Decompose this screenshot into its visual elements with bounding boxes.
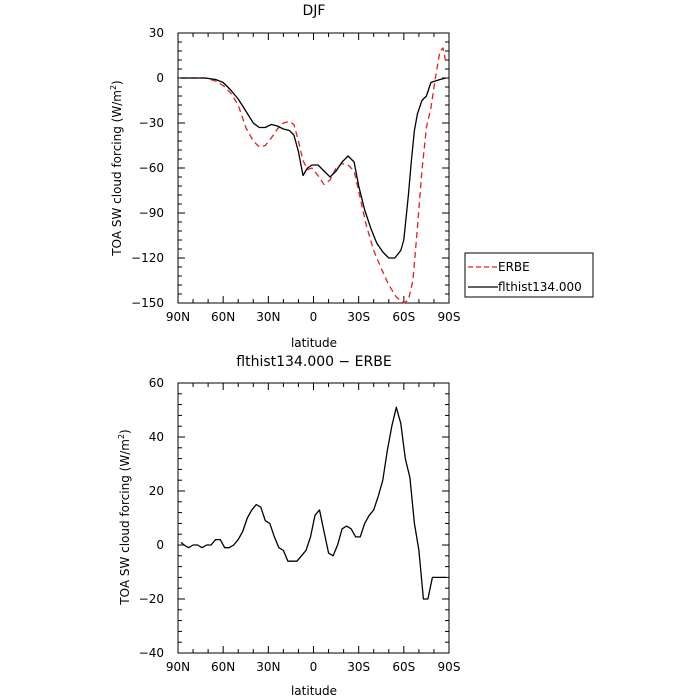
top-chart-x-tick-label: 30S: [347, 310, 370, 324]
top-chart-series-line-flthist134-000: [181, 77, 447, 259]
bottom-chart-x-tick-label: 0: [310, 660, 318, 674]
bottom-chart-y-tick-label: 40: [149, 430, 164, 444]
bottom-chart-title: flthist134.000 − ERBE: [236, 354, 391, 370]
bottom-chart-y-tick-label: −20: [139, 592, 164, 606]
bottom-chart-x-tick-label: 60N: [211, 660, 235, 674]
top-chart-x-tick-label: 90N: [166, 310, 190, 324]
top-chart-series-line-erbe: [181, 47, 447, 304]
top-chart-x-tick-label: 30N: [256, 310, 280, 324]
top-chart-legend: ERBE flthist134.000: [464, 252, 594, 298]
bottom-chart-x-tick-label: 90S: [438, 660, 461, 674]
legend-box: [464, 252, 594, 298]
bottom-chart-x-tick-label: 90N: [166, 660, 190, 674]
top-chart-y-tick-label: 30: [149, 26, 164, 40]
bottom-chart-y-axis-title: TOA SW cloud forcing (W/m2): [117, 429, 132, 605]
top-chart-y-tick-label: −90: [139, 206, 164, 220]
bottom-chart-y-tick-label: −40: [139, 646, 164, 660]
bottom-chart-x-tick-label: 30N: [256, 660, 280, 674]
bottom-chart-y-tick-label: 0: [156, 538, 164, 552]
bottom-chart-y-tick-label: 60: [149, 376, 164, 390]
top-chart-y-tick-label: −150: [131, 296, 164, 310]
top-chart-x-tick-label: 0: [310, 310, 318, 324]
bottom-chart-frame: [177, 382, 450, 654]
top-chart-y-tick-label: −60: [139, 161, 164, 175]
legend-label-model: flthist134.000: [498, 280, 582, 294]
bottom-chart-y-tick-label: 20: [149, 484, 164, 498]
top-chart-y-tick-label: 0: [156, 71, 164, 85]
top-chart-title: DJF: [303, 3, 326, 19]
bottom-chart-x-tick-label: 30S: [347, 660, 370, 674]
top-chart-x-tick-label: 60S: [392, 310, 415, 324]
bottom-chart-x-axis-title: latitude: [291, 684, 337, 698]
top-chart-x-axis-title: latitude: [291, 336, 337, 350]
bottom-chart-series-line-0: [180, 406, 446, 600]
top-chart-y-tick-label: −120: [131, 251, 164, 265]
top-chart-x-tick-label: 60N: [211, 310, 235, 324]
bottom-chart-plot: 90N 60N 30N 0 30S 60S 90S 60 40 20 0 −20 −40: [139, 376, 461, 674]
top-chart-y-axis-title: TOA SW cloud forcing (W/m2): [109, 80, 124, 256]
legend-label-erbe: ERBE: [498, 260, 530, 274]
top-chart-frame: [177, 32, 450, 304]
bottom-chart-x-tick-label: 60S: [392, 660, 415, 674]
top-chart-x-tick-label: 90S: [438, 310, 461, 324]
top-chart-plot: 90N 60N 30N 0 30S 60S 90S 30 0 −30 −60 −90 −120 −150: [131, 26, 460, 324]
top-chart-y-tick-label: −30: [139, 116, 164, 130]
